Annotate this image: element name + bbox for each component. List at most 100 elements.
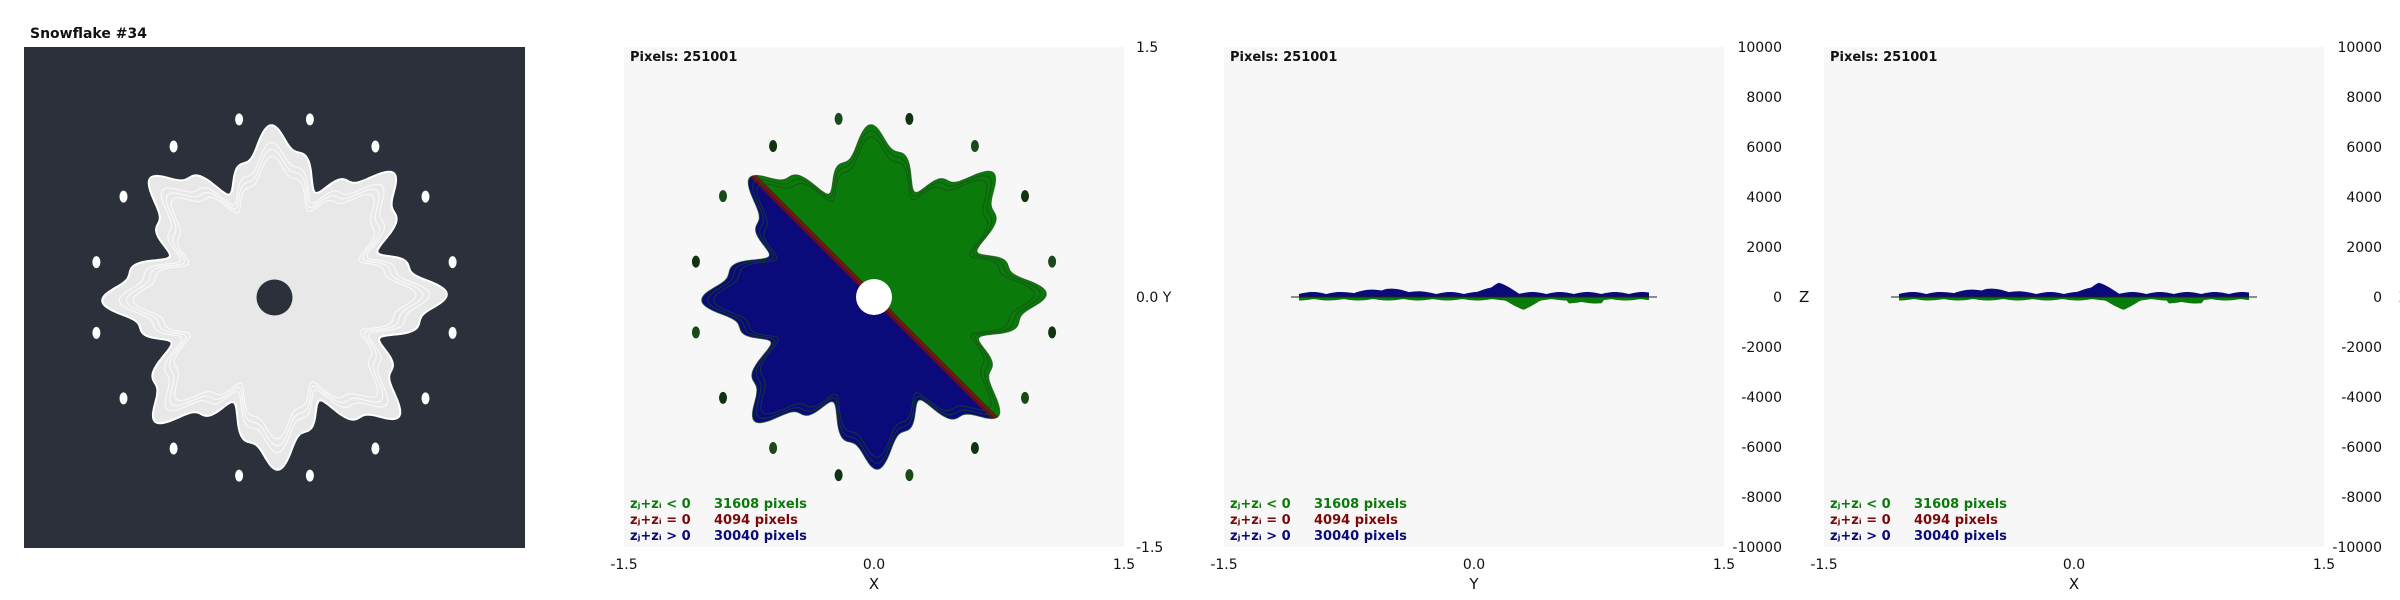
xz-legend: zⱼ+zᵢ < 0 31608 pixels zⱼ+zᵢ = 0 4094 pixel… [1830, 497, 2007, 544]
xy-legend-label: zⱼ+zᵢ > 0 [630, 529, 691, 544]
yz-y-tick-label: 0 [1773, 290, 1782, 306]
yz-y-axis-label: Z [1799, 288, 1809, 306]
xy-satellite [970, 442, 979, 454]
yz-y-tick-label: -4000 [1741, 390, 1782, 406]
xz-y-tick-label: 0 [2373, 290, 2382, 306]
xz-y-tick-label: 8000 [2346, 90, 2382, 106]
snowflake-satellite [119, 392, 128, 405]
snowflake-contour [132, 155, 417, 440]
xz-legend-label: zⱼ+zᵢ > 0 [1830, 529, 1891, 544]
yz-legend-count: 31608 pixels [1314, 497, 1407, 512]
z-positive-area [1899, 282, 2249, 297]
yz-x-tick-label: -1.5 [1210, 557, 1237, 573]
xy-center-hole [856, 279, 892, 315]
yz-pixels-label: Pixels: 251001 [1230, 50, 1337, 65]
yz-x-tick-label: 1.5 [1713, 557, 1735, 573]
xy-satellite [1048, 326, 1057, 339]
snowflake-contour [125, 148, 424, 447]
xy-y-tick-label: 0.0 Y [1136, 290, 1172, 306]
yz-x-axis-label: Y [1468, 575, 1479, 593]
xy-axes: -1.5 0.0 1.5 X 1.5 0.0 Y -1.5 [610, 40, 1171, 593]
xy-x-axis-label: X [869, 575, 879, 593]
xy-satellite [905, 469, 914, 482]
snowflake-satellite [169, 442, 178, 455]
xy-satellite [719, 391, 727, 404]
xy-x-tick-label: 1.5 [1113, 557, 1135, 573]
snowflake-satellite [305, 469, 314, 482]
yz-y-tick-label: -6000 [1741, 440, 1782, 456]
snowflake-satellite [371, 140, 380, 153]
xy-x-tick-label: -1.5 [610, 557, 637, 573]
xy-satellite [834, 469, 843, 482]
xy-legend-count: 4094 pixels [714, 513, 798, 528]
xy-contour [707, 130, 1041, 464]
xy-satellite [769, 140, 778, 152]
xz-y-tick-label: -10000 [2332, 540, 2382, 556]
snowflake-image [92, 113, 457, 482]
xy-pixels-label: Pixels: 251001 [630, 50, 737, 65]
snowflake-satellite [305, 113, 314, 126]
xz-x-axis-label: X [2069, 575, 2079, 593]
xy-contour [701, 124, 1047, 470]
xy-satellite [905, 112, 914, 125]
yz-legend: zⱼ+zᵢ < 0 31608 pixels zⱼ+zᵢ = 0 4094 pixel… [1230, 497, 1407, 544]
yz-y-tick-label: 8000 [1746, 90, 1782, 106]
yz-y-tick-label: 10000 [1737, 40, 1782, 56]
xz-y-tick-label: -2000 [2341, 340, 2382, 356]
snowflake-contour [118, 141, 431, 454]
xz-y-tick-label: -8000 [2341, 490, 2382, 506]
z-positive-area [1299, 282, 1649, 297]
xy-legend-label: zⱼ+zᵢ = 0 [630, 513, 691, 528]
yz-y-tick-label: -8000 [1741, 490, 1782, 506]
yz-y-tick-label: 4000 [1746, 190, 1782, 206]
yz-y-tick-label: -10000 [1732, 540, 1782, 556]
xy-x-tick-label: 0.0 [863, 557, 885, 573]
yz-legend-count: 4094 pixels [1314, 513, 1398, 528]
xy-satellite [691, 255, 700, 268]
xz-legend-label: zⱼ+zᵢ = 0 [1830, 513, 1891, 528]
xz-y-tick-label: -6000 [2341, 440, 2382, 456]
yz-legend-count: 30040 pixels [1314, 529, 1407, 544]
xz-axes: -1.5 0.0 1.5 X 10000 8000 6000 4000 2000 0 -2000 -4… [1810, 40, 2400, 593]
snowflake-satellite [235, 469, 244, 482]
z-negative-area [1899, 297, 2249, 310]
yz-axes: -1.5 0.0 1.5 Y 10000 8000 6000 4000 2000 0 -2000 -4… [1210, 40, 1809, 593]
snowflake-satellite [371, 442, 380, 455]
snowflake-satellite [448, 256, 457, 269]
xz-y-tick-label: 10000 [2337, 40, 2382, 56]
xy-satellite [1048, 255, 1057, 268]
z-negative-area [1299, 297, 1649, 310]
snowflake-satellite [421, 190, 430, 203]
xy-legend-count: 30040 pixels [714, 529, 807, 544]
xy-satellite [1021, 391, 1029, 404]
snowflake-satellite [169, 140, 178, 153]
xy-satellite [691, 326, 700, 339]
snowflake-satellite [92, 326, 101, 339]
yz-legend-label: zⱼ+zᵢ > 0 [1230, 529, 1291, 544]
snowflake-satellite [92, 256, 101, 269]
xz-y-tick-label: 6000 [2346, 140, 2382, 156]
yz-y-tick-label: 6000 [1746, 140, 1782, 156]
xz-legend-count: 31608 pixels [1914, 497, 2007, 512]
xz-legend-label: zⱼ+zᵢ < 0 [1830, 497, 1891, 512]
snowflake-satellite [448, 326, 457, 339]
yz-y-tick-label: -2000 [1741, 340, 1782, 356]
xz-y-tick-label: 4000 [2346, 190, 2382, 206]
xy-satellite [719, 190, 727, 203]
xy-legend: zⱼ+zᵢ < 0 31608 pixels zⱼ+zᵢ = 0 4094 pixel… [630, 497, 807, 544]
xz-pixels-label: Pixels: 251001 [1830, 50, 1937, 65]
image-title: Snowflake #34 [30, 26, 147, 42]
xy-y-tick-label: -1.5 [1136, 540, 1163, 556]
yz-legend-label: zⱼ+zᵢ < 0 [1230, 497, 1291, 512]
xy-satellite [834, 112, 843, 125]
snowflake-satellite [119, 190, 128, 203]
yz-x-tick-label: 0.0 [1463, 557, 1485, 573]
xy-legend-count: 31608 pixels [714, 497, 807, 512]
xy-satellite [970, 140, 979, 152]
snowflake-satellite [235, 113, 244, 126]
xz-x-tick-label: 1.5 [2313, 557, 2335, 573]
xz-legend-count: 30040 pixels [1914, 529, 2007, 544]
xz-x-tick-label: 0.0 [2063, 557, 2085, 573]
xy-satellite [769, 442, 778, 454]
